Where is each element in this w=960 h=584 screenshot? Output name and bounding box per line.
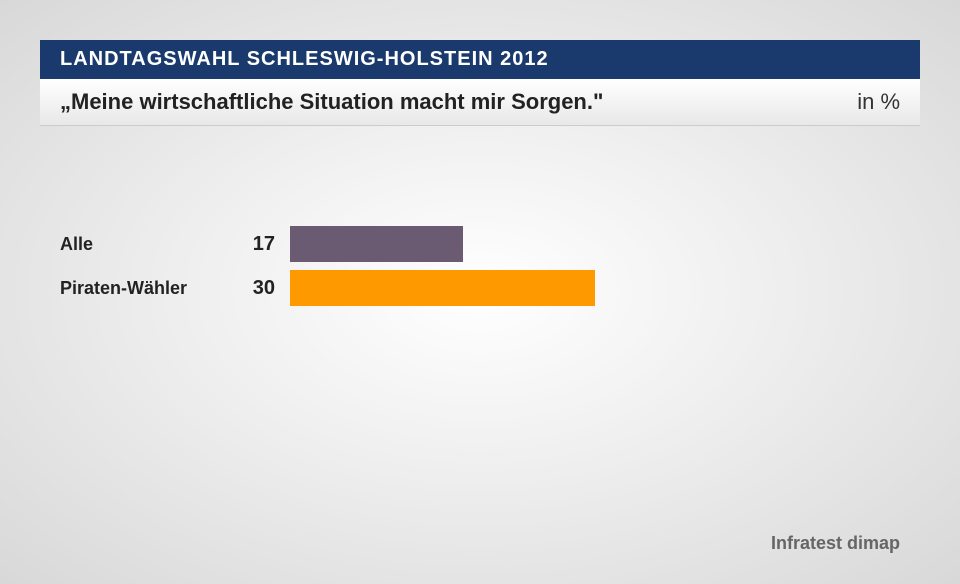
subtitle-text: „Meine wirtschaftliche Situation macht m… xyxy=(60,89,603,115)
row-value-piraten: 30 xyxy=(240,277,290,300)
subtitle-bar: „Meine wirtschaftliche Situation macht m… xyxy=(40,79,920,126)
unit-label: in % xyxy=(857,89,900,115)
bar-piraten xyxy=(290,270,595,306)
header-bar: LANDTAGSWAHL SCHLESWIG-HOLSTEIN 2012 xyxy=(40,40,920,79)
bar-container xyxy=(290,270,900,306)
bar-container xyxy=(290,226,900,262)
row-label-piraten: Piraten-Wähler xyxy=(60,278,240,299)
row-label-alle: Alle xyxy=(60,234,240,255)
bar-alle xyxy=(290,226,463,262)
row-value-alle: 17 xyxy=(240,233,290,256)
header-title: LANDTAGSWAHL SCHLESWIG-HOLSTEIN 2012 xyxy=(60,48,549,70)
chart-area: Alle 17 Piraten-Wähler 30 xyxy=(60,226,900,306)
chart-row: Alle 17 xyxy=(60,226,900,262)
chart-row: Piraten-Wähler 30 xyxy=(60,270,900,306)
